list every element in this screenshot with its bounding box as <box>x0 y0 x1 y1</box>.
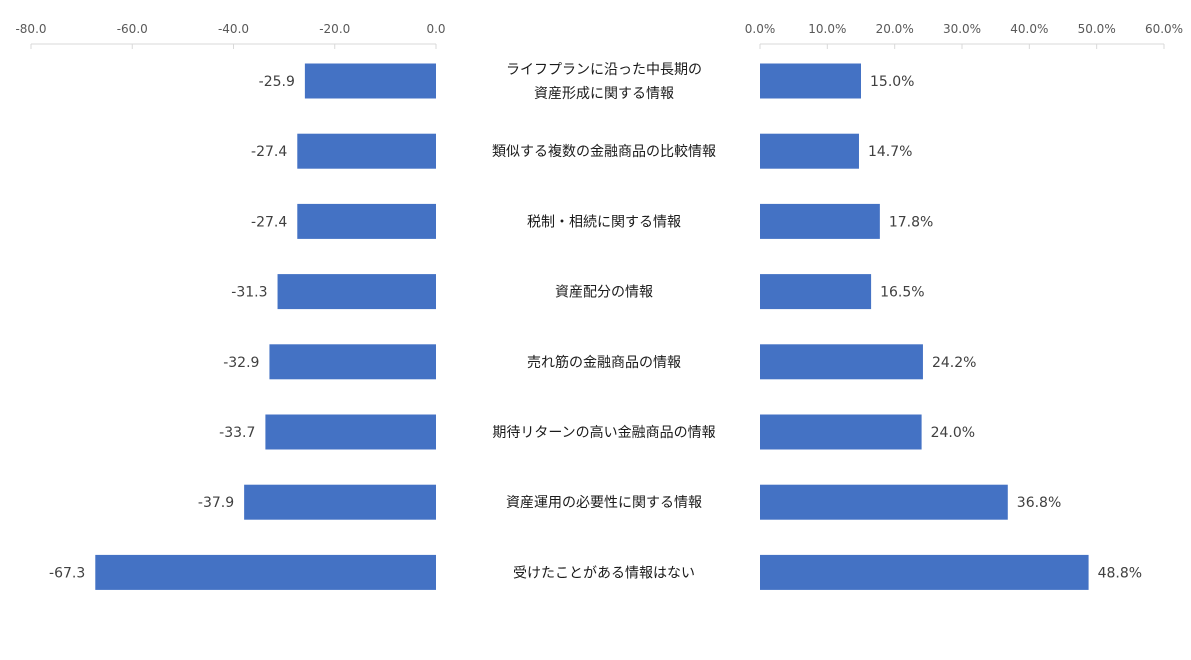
left-tick-label: -20.0 <box>319 22 350 36</box>
right-bar <box>760 414 922 450</box>
right-data-label: 36.8% <box>1017 495 1061 511</box>
left-tick-label: -80.0 <box>15 22 46 36</box>
right-axis: 0.0% 10.0% 20.0% 30.0% 40.0% 50.0% 60.0% <box>745 22 1183 49</box>
right-tick-label: 50.0% <box>1078 22 1116 36</box>
left-bar <box>297 203 436 239</box>
right-tick-label: 60.0% <box>1145 22 1183 36</box>
right-tick-label: 10.0% <box>808 22 846 36</box>
category-label: 類似する複数の金融商品の比較情報 <box>492 143 716 160</box>
right-bar <box>760 133 859 169</box>
left-axis: -80.0 -60.0 -40.0 -20.0 0.0 <box>15 22 446 49</box>
left-data-label: -33.7 <box>219 425 255 441</box>
right-data-label: 17.8% <box>889 214 933 230</box>
right-tick-label: 40.0% <box>1010 22 1048 36</box>
left-bar <box>277 274 436 310</box>
left-bar <box>304 63 436 99</box>
right-tick-label: 20.0% <box>876 22 914 36</box>
left-data-label: -32.9 <box>223 355 259 371</box>
category-label: 売れ筋の金融商品の情報 <box>527 354 681 371</box>
category-label: 資産形成に関する情報 <box>534 86 674 102</box>
category-label: 受けたことがある情報はない <box>513 565 695 581</box>
right-bar <box>760 484 1008 520</box>
left-bar <box>95 554 436 590</box>
left-bars: -25.9 -27.4 -27.4 -31.3 -32.9 -33.7 -37.9 -67.3 <box>49 63 436 590</box>
right-bar <box>760 554 1089 590</box>
right-data-label: 16.5% <box>880 285 924 301</box>
left-bar <box>297 133 436 169</box>
right-bar <box>760 274 872 310</box>
right-data-label: 24.0% <box>931 425 975 441</box>
left-data-label: -25.9 <box>259 74 295 90</box>
right-data-label: 24.2% <box>932 355 976 371</box>
left-data-label: -27.4 <box>251 144 287 160</box>
right-tick-label: 30.0% <box>943 22 981 36</box>
right-bar <box>760 344 923 380</box>
category-label: 期待リターンの高い金融商品の情報 <box>492 424 715 441</box>
right-tick-label: 0.0% <box>745 22 776 36</box>
left-tick-label: -60.0 <box>117 22 148 36</box>
right-bar <box>760 203 880 239</box>
right-bars: 15.0% 14.7% 17.8% 16.5% 24.2% 24.0% 36.8% 48.8% <box>760 63 1142 590</box>
right-data-label: 48.8% <box>1098 565 1142 581</box>
left-tick-label: 0.0 <box>426 22 445 36</box>
left-data-label: -27.4 <box>251 214 287 230</box>
category-label: ライフプランに沿った中長期の <box>506 62 702 78</box>
category-label: 資産運用の必要性に関する情報 <box>506 495 702 511</box>
left-bar <box>265 414 436 450</box>
left-bar <box>269 344 436 380</box>
category-label: 税制・相続に関する情報 <box>527 213 681 230</box>
left-tick-label: -40.0 <box>218 22 249 36</box>
right-data-label: 15.0% <box>870 74 914 90</box>
left-data-label: -37.9 <box>198 495 234 511</box>
right-bar <box>760 63 861 99</box>
left-bar <box>244 484 436 520</box>
category-label: 資産配分の情報 <box>555 285 653 301</box>
left-data-label: -31.3 <box>231 285 267 301</box>
category-labels: ライフプランに沿った中長期の資産形成に関する情報類似する複数の金融商品の比較情報… <box>492 62 716 581</box>
right-data-label: 14.7% <box>868 144 912 160</box>
left-data-label: -67.3 <box>49 565 85 581</box>
